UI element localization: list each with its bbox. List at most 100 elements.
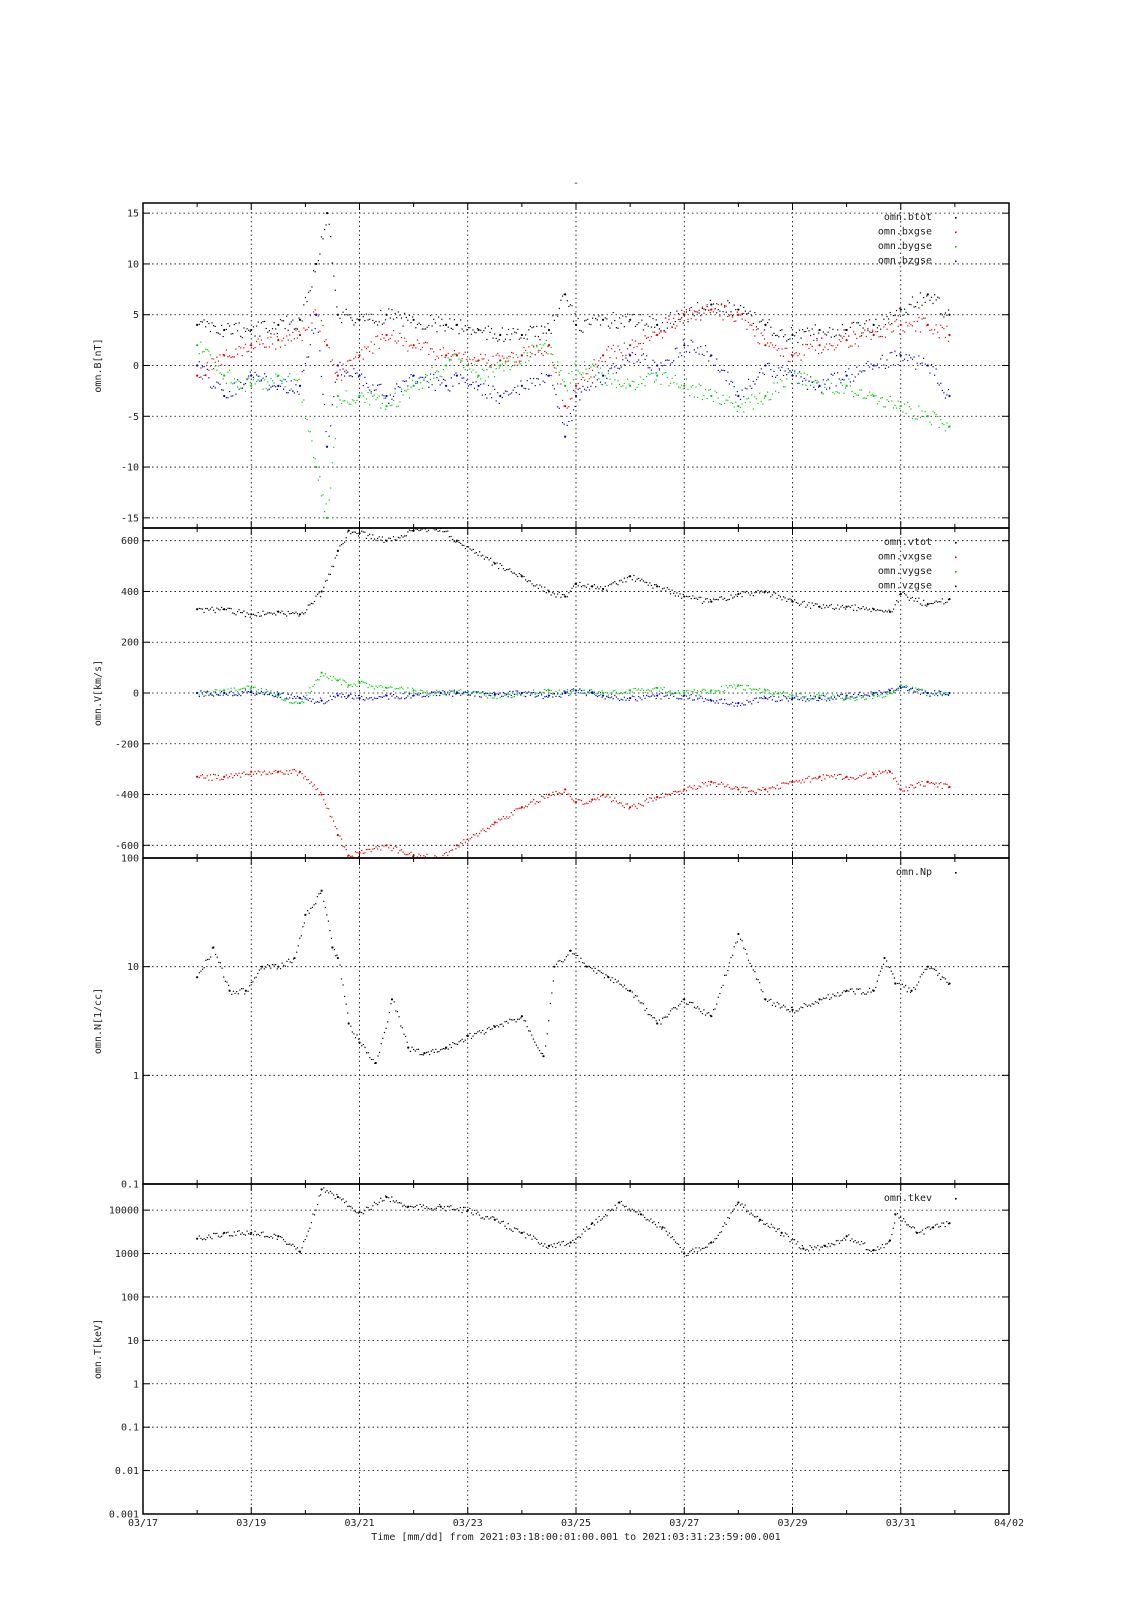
trace-dot bbox=[391, 849, 393, 852]
trace-dot bbox=[397, 405, 399, 407]
trace-dot bbox=[801, 1245, 803, 1247]
trace-dot bbox=[208, 691, 210, 693]
trace-dot bbox=[644, 691, 646, 693]
trace-dot bbox=[696, 698, 699, 700]
trace-dot bbox=[225, 382, 227, 384]
trace-dot bbox=[472, 369, 474, 371]
trace-dot bbox=[810, 607, 812, 609]
data-point bbox=[845, 339, 848, 342]
data-point bbox=[948, 597, 951, 601]
trace-dot bbox=[496, 693, 498, 695]
trace-dot bbox=[749, 594, 751, 596]
trace-dot bbox=[588, 965, 590, 967]
trace-dot bbox=[689, 1001, 691, 1003]
trace-dot bbox=[430, 1050, 432, 1052]
trace-dot bbox=[891, 611, 893, 613]
trace-dot bbox=[561, 793, 564, 795]
trace-dot bbox=[947, 694, 950, 696]
trace-dot bbox=[311, 906, 314, 908]
trace-dot bbox=[896, 600, 898, 602]
trace-dot bbox=[236, 330, 239, 332]
trace-dot bbox=[743, 688, 745, 691]
trace-dot bbox=[260, 690, 263, 692]
trace-dot bbox=[720, 685, 723, 688]
trace-dot bbox=[563, 791, 565, 793]
trace-dot bbox=[421, 328, 423, 330]
trace-dot bbox=[256, 615, 258, 617]
trace-dot bbox=[787, 371, 789, 374]
trace-dot bbox=[800, 1006, 802, 1008]
trace-dot bbox=[328, 573, 330, 575]
trace-dot bbox=[923, 317, 925, 319]
data-point bbox=[439, 528, 442, 530]
trace-dot bbox=[709, 690, 711, 693]
trace-dot bbox=[784, 386, 786, 388]
trace-dot bbox=[754, 383, 756, 385]
data-point bbox=[710, 303, 713, 306]
trace-dot bbox=[902, 790, 904, 792]
trace-dot bbox=[674, 1241, 677, 1243]
trace-dot bbox=[309, 1227, 311, 1229]
trace-dot bbox=[923, 357, 925, 359]
trace-dot bbox=[351, 685, 353, 687]
trace-dot bbox=[674, 321, 676, 323]
trace-dot bbox=[284, 700, 286, 702]
trace-dot bbox=[557, 960, 559, 962]
trace-dot bbox=[940, 382, 942, 384]
trace-dot bbox=[587, 373, 589, 375]
data-point bbox=[298, 333, 302, 337]
trace-dot bbox=[419, 1203, 421, 1206]
trace-dot bbox=[719, 371, 721, 373]
trace-dot bbox=[478, 1214, 481, 1216]
trace-dot bbox=[716, 700, 718, 702]
trace-dot bbox=[293, 379, 295, 381]
trace-dot bbox=[902, 686, 904, 688]
trace-dot bbox=[751, 592, 753, 594]
trace-dot bbox=[267, 381, 269, 383]
trace-dot bbox=[206, 368, 208, 370]
trace-dot bbox=[913, 787, 915, 789]
trace-dot bbox=[782, 374, 785, 377]
trace-dot bbox=[529, 694, 532, 696]
trace-dot bbox=[339, 835, 341, 837]
data-point bbox=[250, 690, 253, 693]
trace-dot bbox=[558, 591, 560, 593]
trace-dot bbox=[289, 702, 291, 704]
trace-dot bbox=[759, 982, 761, 984]
trace-dot bbox=[848, 378, 850, 380]
trace-dot bbox=[310, 690, 312, 693]
data-point bbox=[888, 610, 892, 613]
trace-dot bbox=[601, 590, 603, 592]
trace-dot bbox=[312, 685, 314, 687]
trace-dot bbox=[407, 854, 409, 856]
trace-dot bbox=[442, 854, 444, 857]
trace-dot bbox=[290, 380, 292, 382]
data-point bbox=[445, 364, 448, 367]
trace-dot bbox=[778, 693, 780, 695]
trace-dot bbox=[903, 308, 906, 310]
trace-dot bbox=[625, 699, 627, 701]
trace-dot bbox=[821, 391, 823, 393]
trace-dot bbox=[435, 694, 438, 697]
trace-dot bbox=[249, 691, 251, 694]
data-point bbox=[445, 1046, 448, 1049]
data-point bbox=[298, 702, 302, 705]
trace-dot bbox=[552, 354, 554, 356]
trace-dot bbox=[319, 892, 322, 894]
trace-dot bbox=[579, 799, 581, 801]
data-point bbox=[601, 691, 605, 695]
data-point bbox=[818, 605, 821, 608]
trace-dot bbox=[254, 694, 256, 696]
trace-dot bbox=[671, 1008, 673, 1010]
trace-dot bbox=[488, 693, 490, 695]
trace-dot bbox=[389, 686, 391, 688]
trace-dot bbox=[287, 339, 289, 341]
trace-dot bbox=[419, 1054, 421, 1056]
trace-dot bbox=[429, 694, 431, 696]
trace-dot bbox=[833, 393, 836, 395]
trace-dot bbox=[332, 1194, 335, 1196]
trace-dot bbox=[372, 699, 374, 701]
trace-dot bbox=[512, 327, 514, 330]
trace-dot bbox=[631, 352, 633, 354]
data-point bbox=[710, 689, 713, 692]
